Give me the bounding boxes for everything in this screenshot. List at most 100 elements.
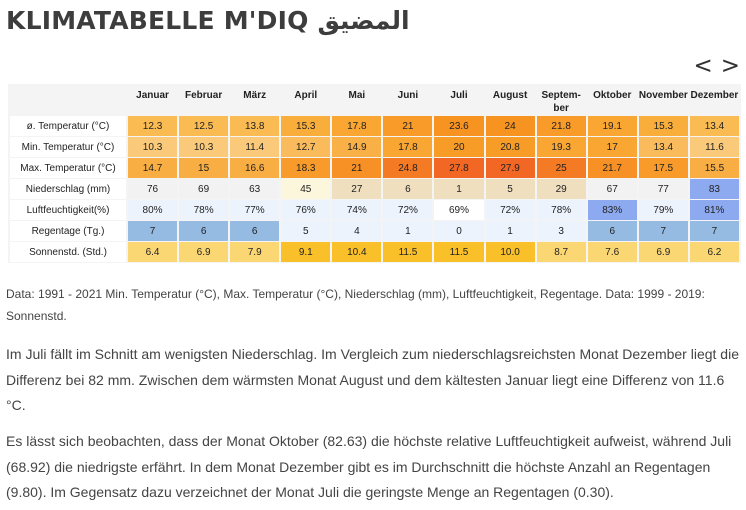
table-cell: 25 xyxy=(536,158,586,178)
table-cell: 11.6 xyxy=(689,137,739,157)
table-cell: 10.3 xyxy=(179,137,229,157)
table-cell: 27.8 xyxy=(434,158,484,178)
table-cell: 7.9 xyxy=(230,242,280,262)
table-cell: 16.6 xyxy=(230,158,280,178)
table-cell: 0 xyxy=(434,221,484,241)
table-cell: 13.4 xyxy=(638,137,688,157)
table-header-row: Januar Februar März April Mai Juni Juli August S… xyxy=(10,85,739,115)
month-header: Februar xyxy=(185,90,223,101)
table-cell: 7 xyxy=(638,221,688,241)
data-source-note: Data: 1991 - 2021 Min. Temperatur (°C), … xyxy=(6,287,705,323)
table-row: ø. Temperatur (°C) 12.3 12.5 13.8 15.3 17.8 21… xyxy=(10,116,739,136)
table-cell: 6.9 xyxy=(638,242,688,262)
page-title-arabic: المضيق xyxy=(317,6,410,35)
table-row: Max. Temperatur (°C) 14.7 15 16.6 18.3 21 24.8… xyxy=(10,158,739,178)
table-cell: 19.3 xyxy=(536,137,586,157)
table-cell: 6 xyxy=(587,221,637,241)
table-cell: 27 xyxy=(332,179,382,199)
table-cell: 14.7 xyxy=(128,158,178,178)
table-cell: 72% xyxy=(485,200,535,220)
table-cell: 15 xyxy=(179,158,229,178)
table-body: ø. Temperatur (°C) 12.3 12.5 13.8 15.3 17.8 21… xyxy=(10,116,739,262)
table-cell: 17.5 xyxy=(638,158,688,178)
table-cell: 20 xyxy=(434,137,484,157)
table-cell: 12.5 xyxy=(179,116,229,136)
table-header-corner xyxy=(10,85,126,115)
chevron-right-icon[interactable]: > xyxy=(720,53,740,79)
table-cell: 6.9 xyxy=(179,242,229,262)
row-label: Sonnenstd. (Std.) xyxy=(10,242,126,262)
table-cell: 6 xyxy=(383,179,433,199)
table-cell: 78% xyxy=(179,200,229,220)
table-cell: 79% xyxy=(638,200,688,220)
table-cell: 69 xyxy=(179,179,229,199)
row-label: Regentage (Tg.) xyxy=(10,221,126,241)
table-cell: 24.8 xyxy=(383,158,433,178)
table-cell: 10.4 xyxy=(332,242,382,262)
row-label: Luftfeuchtigkeit(%) xyxy=(10,200,126,220)
table-cell: 19.1 xyxy=(587,116,637,136)
month-header: Mai xyxy=(348,90,366,101)
table-cell: 15.5 xyxy=(689,158,739,178)
table-cell: 67 xyxy=(587,179,637,199)
table-cell: 10.0 xyxy=(485,242,535,262)
table-cell: 15.3 xyxy=(281,116,331,136)
page-title-text: KLIMATABELLE M'DIQ xyxy=(6,6,309,35)
table-row: Niederschlag (mm) 76 69 63 45 27 6 1 5 29 67 77 83 xyxy=(10,179,739,199)
table-navigation: < > xyxy=(693,54,740,78)
table-cell: 74% xyxy=(332,200,382,220)
table-cell: 5 xyxy=(281,221,331,241)
table-cell: 17.8 xyxy=(383,137,433,157)
table-cell: 12.7 xyxy=(281,137,331,157)
table-cell: 1 xyxy=(383,221,433,241)
table-cell: 20.8 xyxy=(485,137,535,157)
page-title: KLIMATABELLE M'DIQ المضيق xyxy=(6,6,410,35)
table-cell: 21 xyxy=(332,158,382,178)
chevron-left-icon[interactable]: < xyxy=(693,53,713,79)
month-header: November xyxy=(638,90,688,101)
table-cell: 6 xyxy=(230,221,280,241)
table-cell: 6.2 xyxy=(689,242,739,262)
month-header: Oktober xyxy=(593,90,632,101)
table-row: Min. Temperatur (°C) 10.3 10.3 11.4 12.7 14.9… xyxy=(10,137,739,157)
table-cell: 45 xyxy=(281,179,331,199)
table-cell: 78% xyxy=(536,200,586,220)
month-header: Juli xyxy=(450,90,468,101)
table-cell: 8.7 xyxy=(536,242,586,262)
table-cell: 6.4 xyxy=(128,242,178,262)
table-cell: 7.6 xyxy=(587,242,637,262)
table-cell: 80% xyxy=(128,200,178,220)
table-row: Luftfeuchtigkeit(%) 80% 78% 77% 76% 74% 72% 69%… xyxy=(10,200,739,220)
table-cell: 1 xyxy=(485,221,535,241)
month-header: März xyxy=(243,90,267,101)
table-cell: 21.7 xyxy=(587,158,637,178)
table-cell: 11.5 xyxy=(383,242,433,262)
table-cell: 3 xyxy=(536,221,586,241)
table-cell: 83% xyxy=(587,200,637,220)
month-header: Septem- ber xyxy=(541,90,581,114)
row-label: Niederschlag (mm) xyxy=(10,179,126,199)
table-cell: 14.9 xyxy=(332,137,382,157)
table-cell: 21 xyxy=(383,116,433,136)
table-row: Sonnenstd. (Std.) 6.4 6.9 7.9 9.1 10.4 11.5 11.… xyxy=(10,242,739,262)
month-header: August xyxy=(492,90,528,101)
table-cell: 18.3 xyxy=(281,158,331,178)
month-header: Januar xyxy=(136,90,169,101)
table-cell: 1 xyxy=(434,179,484,199)
table-cell: 6 xyxy=(179,221,229,241)
table-cell: 11.4 xyxy=(230,137,280,157)
table-cell: 11.5 xyxy=(434,242,484,262)
table-cell: 83 xyxy=(689,179,739,199)
table-cell: 24 xyxy=(485,116,535,136)
table-cell: 81% xyxy=(689,200,739,220)
table-cell: 29 xyxy=(536,179,586,199)
table-cell: 63 xyxy=(230,179,280,199)
month-header: April xyxy=(294,90,318,101)
row-label: Min. Temperatur (°C) xyxy=(10,137,126,157)
summary-paragraph-2: Es lässt sich beobachten, dass der Monat… xyxy=(6,433,732,500)
table-cell: 13.8 xyxy=(230,116,280,136)
table-cell: 21.8 xyxy=(536,116,586,136)
table-cell: 17.8 xyxy=(332,116,382,136)
table-cell: 69% xyxy=(434,200,484,220)
table-cell: 17 xyxy=(587,137,637,157)
